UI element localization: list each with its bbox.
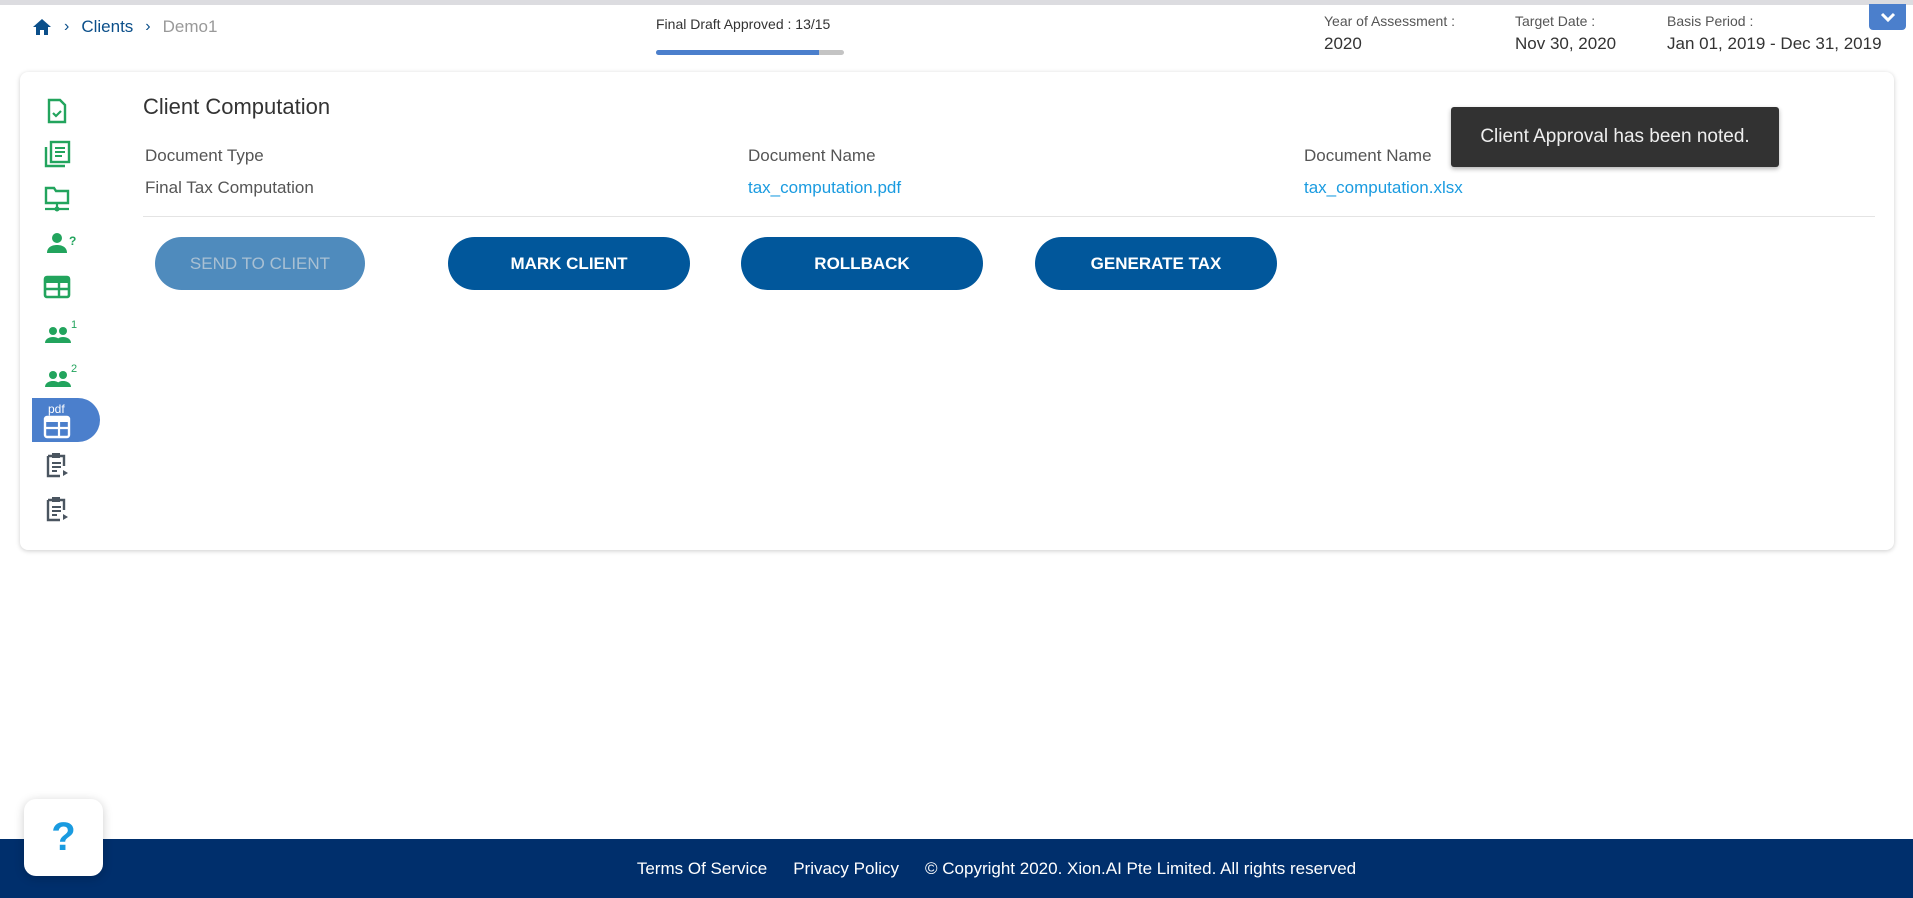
- progress-bar: [656, 50, 844, 55]
- breadcrumb: › Clients › Demo1: [32, 17, 217, 37]
- users-2-icon[interactable]: 2: [42, 360, 82, 390]
- chevron-right-icon: ›: [64, 18, 70, 35]
- generate-tax-button[interactable]: GENERATE TAX: [1035, 237, 1277, 290]
- chevron-down-icon: [1880, 12, 1895, 22]
- file-check-icon[interactable]: [42, 96, 72, 126]
- copyright-text: © Copyright 2020. Xion.AI Pte Limited. A…: [925, 858, 1357, 878]
- home-icon[interactable]: [32, 18, 52, 36]
- privacy-link[interactable]: Privacy Policy: [793, 858, 900, 878]
- footer: Terms Of Service Privacy Policy © Copyri…: [0, 839, 1913, 898]
- basis-period-value: Jan 01, 2019 - Dec 31, 2019: [1667, 34, 1882, 53]
- folder-network-icon[interactable]: [42, 184, 72, 214]
- breadcrumb-current: Demo1: [162, 17, 218, 36]
- pdf-table-icon[interactable]: pdf: [42, 402, 72, 440]
- rollback-button[interactable]: ROLLBACK: [741, 237, 983, 290]
- header-document-type: Document Type: [145, 146, 264, 165]
- terms-link[interactable]: Terms Of Service: [636, 858, 768, 878]
- target-date-label: Target Date :: [1515, 13, 1596, 29]
- target-date-value: Nov 30, 2020: [1515, 34, 1617, 53]
- progress-fill: [656, 50, 819, 55]
- header-document-name-xlsx: Document Name: [1304, 146, 1432, 165]
- year-value: 2020: [1324, 34, 1362, 53]
- svg-text:?: ?: [69, 234, 76, 248]
- pdf-link[interactable]: tax_computation.pdf: [748, 178, 902, 197]
- header-document-name-pdf: Document Name: [748, 146, 876, 165]
- chevron-right-icon: ›: [145, 18, 151, 35]
- svg-text:2: 2: [71, 363, 77, 375]
- users-1-icon[interactable]: 1: [42, 316, 82, 346]
- clipboard-play-icon[interactable]: [42, 450, 72, 480]
- table-icon[interactable]: [42, 272, 72, 302]
- help-button[interactable]: ?: [24, 799, 103, 876]
- mark-client-button[interactable]: MARK CLIENT: [448, 237, 690, 290]
- xlsx-link[interactable]: tax_computation.xlsx: [1304, 178, 1463, 197]
- progress-label: Final Draft Approved : 13/15: [656, 16, 831, 32]
- clipboard-play-icon[interactable]: [42, 494, 72, 524]
- expand-button[interactable]: [1869, 4, 1906, 30]
- toast-notification: Client Approval has been noted.: [1451, 107, 1779, 167]
- svg-text:pdf: pdf: [48, 402, 65, 416]
- send-to-client-button[interactable]: SEND TO CLIENT: [155, 237, 365, 290]
- page-title: Client Computation: [143, 94, 331, 119]
- document-type-value: Final Tax Computation: [145, 178, 314, 197]
- year-label: Year of Assessment :: [1324, 13, 1455, 29]
- basis-period-label: Basis Period :: [1667, 13, 1754, 29]
- divider: [143, 216, 1875, 217]
- breadcrumb-clients[interactable]: Clients: [81, 17, 134, 36]
- top-border: [0, 0, 1913, 5]
- svg-text:1: 1: [71, 319, 77, 331]
- user-question-icon[interactable]: ?: [42, 228, 82, 258]
- document-list-icon[interactable]: [42, 139, 72, 169]
